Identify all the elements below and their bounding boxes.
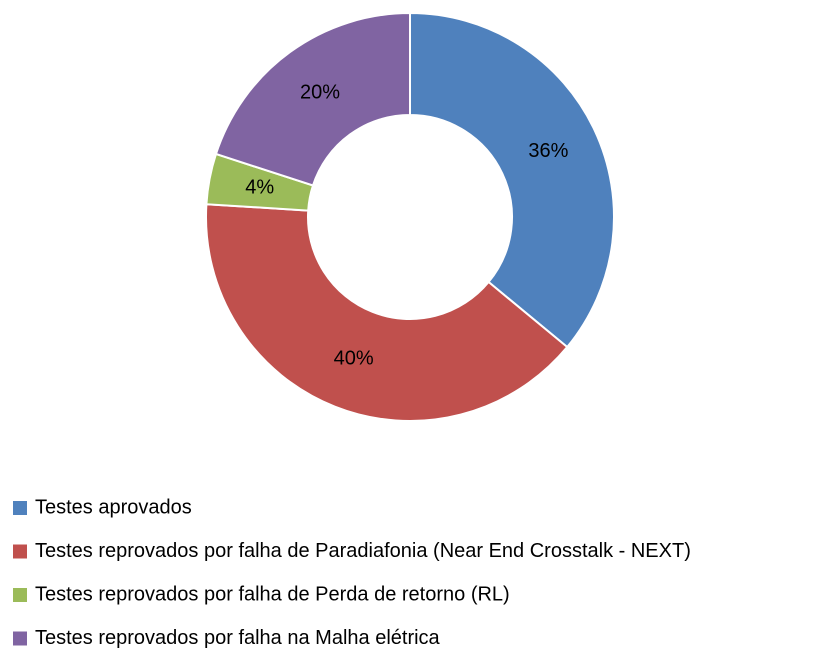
data-label: 36% xyxy=(528,140,568,162)
legend-swatch xyxy=(13,501,27,515)
legend-label: Testes reprovados por falha de Paradiafo… xyxy=(35,540,691,562)
legend-swatch xyxy=(13,631,27,646)
data-label: 4% xyxy=(245,177,274,199)
legend-label: Testes reprovados por falha de Perda de … xyxy=(35,583,510,605)
data-label: 40% xyxy=(334,348,374,370)
legend-label: Testes reprovados por falha na Malha elé… xyxy=(35,627,441,649)
slice xyxy=(214,11,411,187)
slice xyxy=(205,203,569,422)
legend-swatch xyxy=(13,544,27,559)
legend-swatch xyxy=(13,588,27,602)
data-label: 20% xyxy=(300,82,340,104)
slice xyxy=(409,11,615,349)
legend-label: Testes aprovados xyxy=(35,496,192,518)
